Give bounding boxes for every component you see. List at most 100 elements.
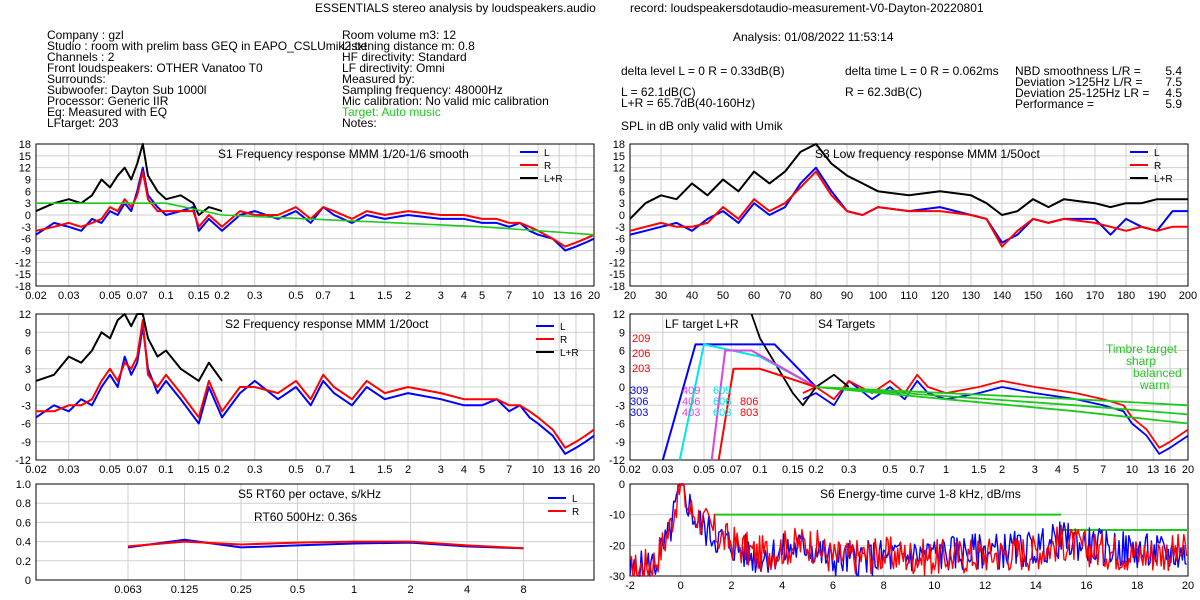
y-tick-label: -12 <box>609 257 625 269</box>
legend-label: R <box>572 507 579 518</box>
plot-frame <box>35 143 595 287</box>
y-tick-label: -9 <box>21 437 31 449</box>
info-subwoofer: Subwoofer: Dayton Sub 1000l <box>47 83 207 97</box>
y-tick-label: -6 <box>21 419 31 431</box>
y-tick-label: 12 <box>19 309 31 321</box>
x-tick-label: 110 <box>900 290 918 302</box>
series-line-L+R <box>750 313 850 407</box>
series-line-R <box>629 170 1188 248</box>
x-tick-label: 20 <box>1182 464 1194 476</box>
x-tick-label: 3 <box>438 464 444 476</box>
y-tick-label: -15 <box>609 269 625 281</box>
rt60-annotation: RT60 500Hz: 0.36s <box>254 510 357 524</box>
y-tick-label: 0 <box>25 382 31 394</box>
y-tick-label: -18 <box>609 281 625 293</box>
x-tick-label: 2 <box>405 464 411 476</box>
x-tick-label: 5 <box>1073 464 1079 476</box>
y-tick-label: -3 <box>21 222 31 234</box>
x-tick-label: 10 <box>928 580 940 592</box>
level-right: R = 62.3dB(C) <box>845 85 923 99</box>
info-left-column: Company : gzl Studio : room with prelim … <box>47 29 367 129</box>
x-tick-label: 30 <box>655 290 667 302</box>
legend-label: L+R <box>1154 174 1173 185</box>
series-line-warm <box>815 386 1189 425</box>
info-sampling-frequency: Sampling frequency: 48000Hz <box>342 83 503 97</box>
x-tick-label: 0.1 <box>752 464 767 476</box>
y-tick-label: -3 <box>615 400 625 412</box>
x-tick-label: 0.5 <box>290 584 305 596</box>
lf-target-curve <box>661 343 817 461</box>
x-tick-label: 0.3 <box>841 464 856 476</box>
x-tick-label: 0.05 <box>693 464 714 476</box>
x-tick-label: 10 <box>532 464 544 476</box>
lf-target-label: 206 <box>632 348 650 360</box>
x-tick-label: 16 <box>570 290 582 302</box>
x-tick-label: 120 <box>931 290 949 302</box>
y-tick-label: 0 <box>25 575 31 587</box>
y-tick-label: -20 <box>609 540 625 552</box>
y-tick-label: 0 <box>619 382 625 394</box>
x-tick-label: 0.1 <box>158 464 173 476</box>
series-line-L+R <box>35 143 223 216</box>
lf-target-label: 309 <box>630 385 648 397</box>
lf-target-label: 603 <box>713 407 731 419</box>
y-tick-label: -9 <box>615 246 625 258</box>
score-table: NBD smoothness L/R = 5.4 Deviation >125Hz… <box>1015 64 1182 111</box>
x-tick-label: 7 <box>1100 464 1106 476</box>
y-tick-label: 0.2 <box>16 556 31 568</box>
y-tick-label: 15 <box>19 151 31 163</box>
x-tick-label: 2 <box>728 580 734 592</box>
x-tick-label: 1 <box>351 584 357 596</box>
y-tick-label: 6 <box>619 346 625 358</box>
x-tick-label: 2 <box>405 290 411 302</box>
x-tick-label: 13 <box>553 464 565 476</box>
x-tick-label: 14 <box>1030 580 1042 592</box>
deviation-25-value: 4.5 <box>1165 86 1182 100</box>
performance-value: 5.9 <box>1165 97 1182 111</box>
lf-target-label: 303 <box>630 407 648 419</box>
lf-target-curve <box>717 367 817 461</box>
y-tick-label: 0.8 <box>16 498 31 510</box>
y-tick-label: -6 <box>21 234 31 246</box>
y-tick-label: 6 <box>25 346 31 358</box>
info-listening-distance: Listening distance m: 0.8 <box>342 39 475 53</box>
series-line-R <box>36 319 595 449</box>
lf-target-label: 306 <box>630 396 648 408</box>
x-tick-label: 12 <box>979 580 991 592</box>
timbre-target-item: balanced <box>1133 366 1182 380</box>
chart-title: S2 Frequency response MMM 1/20oct <box>225 317 429 331</box>
y-tick-label: -3 <box>615 222 625 234</box>
plot-frame <box>35 483 595 581</box>
lf-target-curve <box>710 349 817 461</box>
y-tick-label: 9 <box>25 327 31 339</box>
series-line-L+R <box>629 143 1188 220</box>
y-tick-label: 1.0 <box>16 479 31 491</box>
y-tick-label: 18 <box>19 139 31 151</box>
nbd-label: NBD smoothness L/R = <box>1015 64 1141 78</box>
y-tick-label: -30 <box>609 571 625 583</box>
series-line-L <box>802 380 1189 455</box>
series-line-R <box>802 373 1189 449</box>
x-tick-label: 190 <box>1148 290 1166 302</box>
y-tick-label: 3 <box>25 198 31 210</box>
legend-label: L+R <box>560 348 579 359</box>
info-processor: Processor: Generic IIR <box>47 94 169 108</box>
x-tick-label: 0.05 <box>99 464 120 476</box>
y-tick-label: 12 <box>19 163 31 175</box>
x-tick-label: 0.15 <box>782 464 803 476</box>
lf-target-label: 806 <box>740 396 758 408</box>
y-tick-label: 9 <box>25 175 31 187</box>
lf-target-label: 203 <box>632 363 650 375</box>
chart-title: S5 RT60 per octave, s/kHz <box>238 487 381 501</box>
x-tick-label: 5 <box>479 290 485 302</box>
x-tick-label: 20 <box>588 464 600 476</box>
x-tick-label: 1 <box>349 464 355 476</box>
x-tick-label: 170 <box>1086 290 1104 302</box>
x-tick-label: 0 <box>678 580 684 592</box>
level-combined: L+R = 65.7dB(40-160Hz) <box>621 96 756 110</box>
x-tick-label: 18 <box>1131 580 1143 592</box>
x-tick-label: 0.02 <box>25 290 46 302</box>
x-tick-label: 10 <box>1126 464 1138 476</box>
